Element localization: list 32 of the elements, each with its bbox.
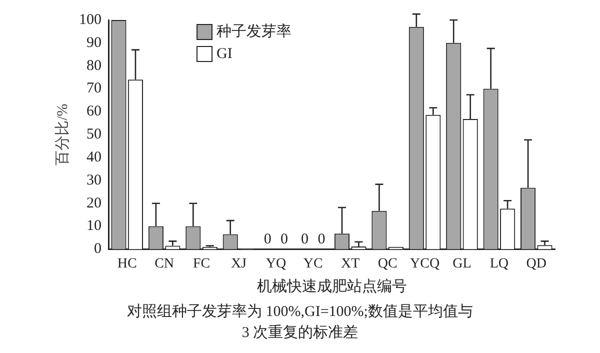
y-tick-label: 100 <box>79 12 102 28</box>
x-tick-label: YC <box>303 256 323 272</box>
data-label: 0 <box>280 232 288 248</box>
x-axis-title: 机械快速成肥站点编号 <box>256 278 407 295</box>
x-tick-label: QD <box>526 256 547 272</box>
text: 对照组种子发芽率为 100%,GI=100%;数值是平均值与 3 次重复的标准差 <box>126 302 474 343</box>
x-tick-label: XJ <box>230 256 248 272</box>
y-tick-label: 70 <box>86 80 102 97</box>
y-tick-label: 60 <box>86 104 102 120</box>
x-tick-label: HC <box>117 256 137 272</box>
x-tick-label: XT <box>341 256 360 272</box>
y-tick-label: 0 <box>94 241 102 258</box>
x-tick-label: CN <box>154 256 174 272</box>
data-label: 0 <box>301 232 309 248</box>
legend-label: 种子发芽率 <box>216 22 292 40</box>
x-tick-label: YQ <box>266 256 286 272</box>
y-tick-label: 10 <box>86 218 102 234</box>
x-tick-label: GL <box>452 256 472 272</box>
x-tick-label: LQ <box>490 256 509 272</box>
x-tick-label: QC <box>378 256 398 272</box>
x-tick-label: YCQ <box>410 256 440 272</box>
y-tick-label: 20 <box>86 195 102 212</box>
y-tick-label: 80 <box>86 58 102 74</box>
y-axis-title: 百分比/% <box>54 104 71 166</box>
y-tick-label: 40 <box>86 149 102 166</box>
data-label: 0 <box>264 232 272 248</box>
y-tick-label: 30 <box>86 172 102 188</box>
data-label: 0 <box>318 232 326 248</box>
y-tick-label: 90 <box>86 34 102 51</box>
y-tick-label: 50 <box>86 126 102 143</box>
legend-label: GI <box>216 46 232 62</box>
x-tick-label: FC <box>192 256 210 272</box>
